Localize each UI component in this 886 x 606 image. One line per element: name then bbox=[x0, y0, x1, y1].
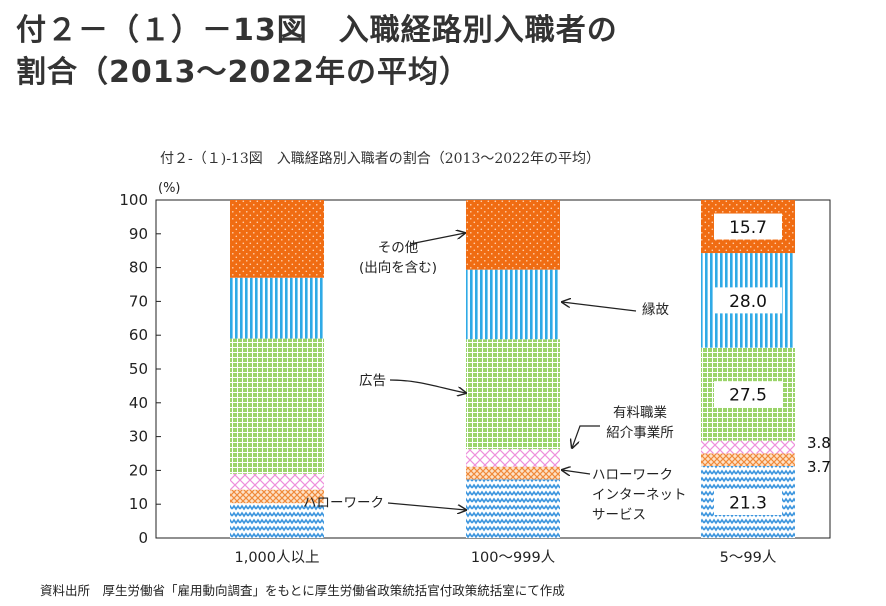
annotation-koukoku: 広告 bbox=[359, 373, 386, 389]
y-tick-label: 90 bbox=[129, 225, 148, 243]
bar-segment bbox=[466, 200, 560, 270]
y-axis-unit: (%) bbox=[158, 181, 181, 196]
bar-segment bbox=[466, 466, 560, 480]
page-title-line2: 割合（2013～2022年の平均） bbox=[16, 55, 470, 90]
annotation-arrow bbox=[389, 379, 466, 393]
annotation-hwis: ハローワーク bbox=[592, 467, 673, 483]
data-label-box bbox=[714, 213, 782, 240]
y-tick-label: 0 bbox=[138, 529, 148, 547]
y-tick-label: 80 bbox=[129, 259, 148, 277]
annotation-sonota: その他 bbox=[378, 240, 419, 256]
data-label-box bbox=[714, 381, 782, 408]
x-tick-label: 1,000人以上 bbox=[234, 549, 319, 566]
y-tick-label: 60 bbox=[129, 326, 148, 344]
y-tick-label: 30 bbox=[129, 428, 148, 446]
bar-segment bbox=[230, 489, 324, 504]
annotation-hwis: サービス bbox=[592, 507, 646, 523]
annotation-arrow bbox=[562, 302, 637, 312]
annotation-arrow bbox=[572, 425, 600, 448]
annotation-arrow bbox=[387, 502, 466, 510]
annotation-hw: ハローワーク bbox=[303, 495, 384, 511]
bar-segment bbox=[466, 339, 560, 450]
data-label: 28.0 bbox=[729, 292, 767, 312]
y-tick-label: 70 bbox=[129, 292, 148, 310]
data-label: 27.5 bbox=[729, 386, 767, 406]
y-tick-label: 10 bbox=[129, 495, 148, 513]
figure-caption: 付２-（１)-13図 入職経路別入職者の割合（2013～2022年の平均） bbox=[160, 151, 600, 167]
source-note: 資料出所 厚生労働省「雇用動向調査」をもとに厚生労働省政策統括官付政策統括室にて… bbox=[40, 583, 565, 598]
bar-segment bbox=[230, 277, 324, 339]
data-label: 3.7 bbox=[807, 458, 831, 476]
bar-segment bbox=[230, 338, 324, 474]
annotation-arrow bbox=[562, 470, 591, 474]
data-label: 15.7 bbox=[729, 218, 767, 238]
data-label-box bbox=[714, 287, 782, 314]
bar-segment bbox=[230, 200, 324, 278]
y-tick-label: 50 bbox=[129, 360, 148, 378]
bar-segment bbox=[701, 453, 795, 467]
page-title-line1: 付２－（１）－13図 入職経路別入職者の bbox=[16, 13, 618, 48]
x-tick-label: 100～999人 bbox=[471, 549, 555, 566]
bar-segment bbox=[466, 449, 560, 467]
y-tick-label: 40 bbox=[129, 394, 148, 412]
bar-segment bbox=[466, 269, 560, 340]
bar-segment bbox=[466, 479, 560, 538]
data-label: 3.8 bbox=[807, 434, 831, 452]
annotation-enko: 縁故 bbox=[642, 302, 670, 318]
bar-segment bbox=[230, 503, 324, 538]
y-tick-label: 100 bbox=[119, 191, 148, 209]
annotation-arrow bbox=[409, 233, 465, 245]
bar-segment bbox=[701, 440, 795, 454]
annotation-yuryo: 有料職業 bbox=[613, 405, 667, 421]
annotation-hwis: インターネット bbox=[592, 487, 687, 503]
data-label: 21.3 bbox=[729, 494, 767, 514]
x-tick-label: 5～99人 bbox=[720, 549, 777, 566]
data-label-box bbox=[714, 489, 782, 516]
annotation-yuryo: 紹介事業所 bbox=[606, 425, 674, 441]
page-title: 付２－（１）－13図 入職経路別入職者の 割合（2013～2022年の平均） bbox=[16, 10, 876, 94]
bar-segment bbox=[230, 473, 324, 490]
annotation-sonota: (出向を含む) bbox=[359, 260, 437, 276]
y-tick-label: 20 bbox=[129, 461, 148, 479]
